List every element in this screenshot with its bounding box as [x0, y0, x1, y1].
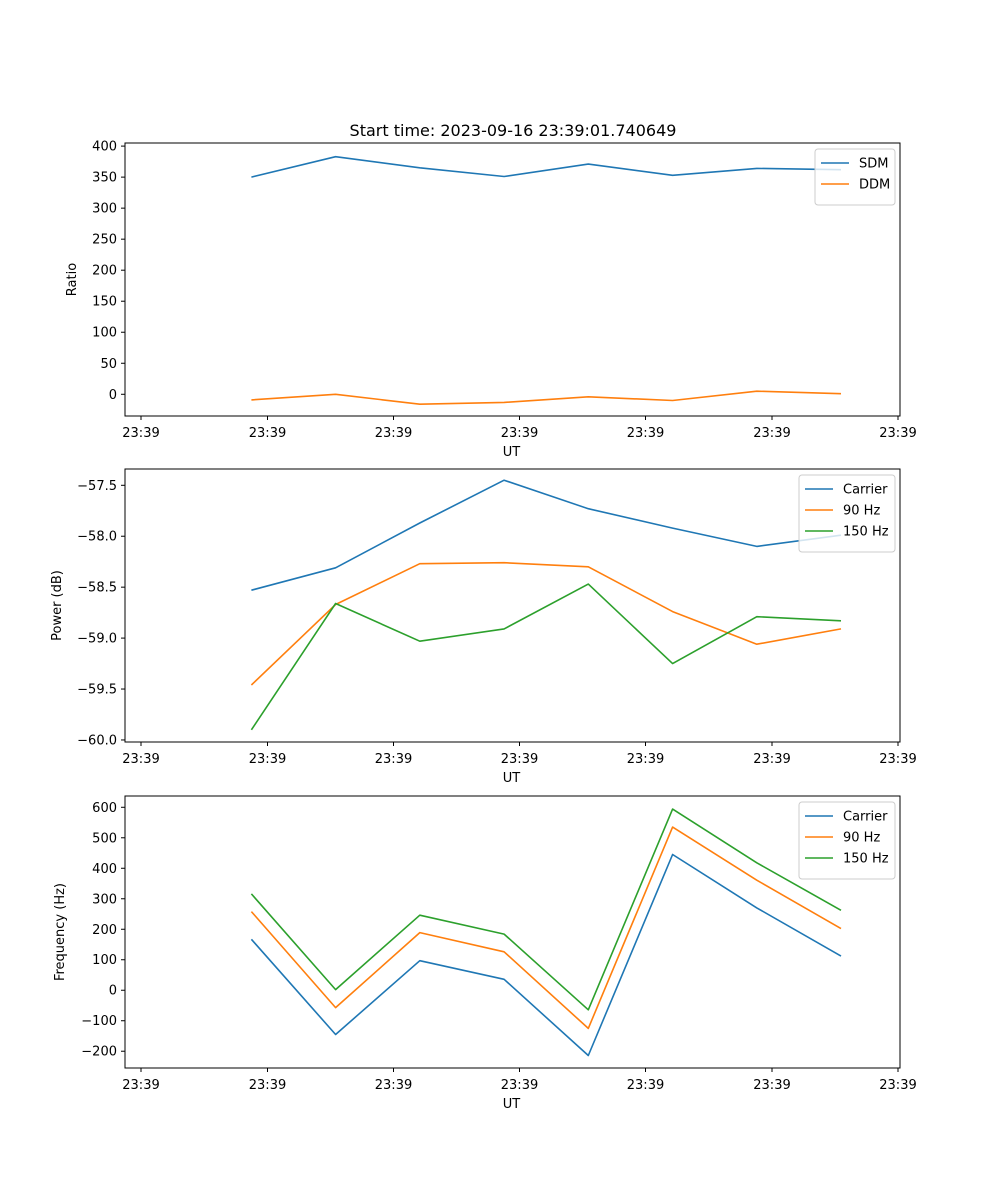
y-tick-label: −58.5	[77, 581, 117, 596]
x-tick-label: 23:39	[122, 752, 159, 767]
legend-entry: 150 Hz	[843, 852, 889, 867]
y-tick-label: 250	[92, 233, 117, 248]
subplot-1: 0 50 100 150 200 250 300 350 400 23:39 23:39 23:39 2…	[65, 140, 917, 460]
legend-entry: 90 Hz	[843, 504, 880, 519]
x-tick-label: 23:39	[627, 426, 664, 441]
y-tick-label: −59.5	[77, 683, 117, 698]
legend-entry: Carrier	[843, 483, 888, 498]
legend-entry: 150 Hz	[843, 525, 889, 540]
y-tick-label: −58.0	[77, 530, 117, 545]
x-tick-label: 23:39	[501, 1078, 538, 1093]
figure-title: Start time: 2023-09-16 23:39:01.740649	[350, 121, 677, 140]
y-tick-label: 400	[92, 862, 117, 877]
y-tick-label: −200	[81, 1045, 117, 1060]
y-tick-label: 0	[109, 984, 117, 999]
y-tick-label: 500	[92, 831, 117, 846]
series-line-ddm	[251, 390, 842, 406]
axes-frame	[124, 795, 901, 1069]
x-axis-label: UT	[503, 1097, 521, 1112]
y-tick-label: 300	[92, 892, 117, 907]
series-line-150-hz	[250, 808, 842, 1011]
y-tick-label: 200	[92, 923, 117, 938]
y-tick-label: −100	[81, 1014, 117, 1029]
legend-entry: SDM	[859, 157, 888, 172]
x-tick-label: 23:39	[249, 1078, 286, 1093]
x-axis-label: UT	[503, 771, 521, 786]
legend: Carrier 90 Hz 150 Hz	[798, 474, 896, 553]
y-tick-label: −60.0	[77, 733, 117, 748]
axes-frame	[124, 142, 901, 417]
x-tick-label: 23:39	[122, 426, 159, 441]
legend-entry: DDM	[859, 178, 890, 193]
y-tick-label: 50	[100, 357, 117, 372]
series-line-sdm	[251, 155, 842, 178]
series-line-carrier	[250, 853, 842, 1057]
y-tick-label: 0	[109, 388, 117, 403]
x-tick-label: 23:39	[627, 1078, 664, 1093]
y-tick-label: 300	[92, 202, 117, 217]
x-tick-label: 23:39	[627, 752, 664, 767]
series-line-150-hz	[250, 583, 842, 731]
x-tick-label: 23:39	[375, 752, 412, 767]
x-tick-label: 23:39	[249, 426, 286, 441]
plots-container: 0 50 100 150 200 250 300 350 400 23:39 23:39 23:39 2…	[50, 140, 917, 1112]
y-tick-label: 350	[92, 171, 117, 186]
legend-entry: 90 Hz	[843, 831, 880, 846]
legend-box	[798, 801, 896, 880]
x-tick-label: 23:39	[879, 1078, 916, 1093]
legend-box	[798, 474, 896, 553]
y-tick-label: 100	[92, 326, 117, 341]
axes-frame	[124, 468, 901, 743]
x-axis-label: UT	[503, 445, 521, 460]
y-tick-label: −59.0	[77, 632, 117, 647]
x-tick-label: 23:39	[753, 1078, 790, 1093]
x-tick-label: 23:39	[501, 426, 538, 441]
x-tick-label: 23:39	[501, 752, 538, 767]
y-tick-label: 400	[92, 140, 117, 155]
y-tick-label: 100	[92, 953, 117, 968]
x-tick-label: 23:39	[879, 426, 916, 441]
series-line-90-hz	[250, 561, 842, 686]
y-axis-label: Frequency (Hz)	[53, 883, 68, 981]
x-tick-label: 23:39	[375, 1078, 412, 1093]
series-line-90-hz	[250, 826, 842, 1030]
legend: Carrier 90 Hz 150 Hz	[798, 801, 896, 880]
x-tick-label: 23:39	[249, 752, 286, 767]
x-tick-label: 23:39	[753, 426, 790, 441]
y-tick-label: 600	[92, 801, 117, 816]
y-axis-label: Ratio	[65, 263, 80, 296]
y-tick-label: 150	[92, 295, 117, 310]
subplot-3: −200 −100 0 100 200 300 400 500 600 23:39 23:39 23:…	[53, 795, 917, 1112]
y-axis-label: Power (dB)	[50, 570, 65, 641]
x-tick-label: 23:39	[122, 1078, 159, 1093]
legend-entry: Carrier	[843, 810, 888, 825]
x-tick-label: 23:39	[375, 426, 412, 441]
series-line-carrier	[251, 479, 842, 591]
y-tick-label: 200	[92, 264, 117, 279]
subplot-2: −60.0 −59.5 −59.0 −58.5 −58.0 −57.5 23:39 23:39…	[50, 468, 917, 786]
x-tick-label: 23:39	[753, 752, 790, 767]
x-tick-label: 23:39	[879, 752, 916, 767]
y-tick-label: −57.5	[77, 479, 117, 494]
legend: SDM DDM	[814, 148, 896, 206]
